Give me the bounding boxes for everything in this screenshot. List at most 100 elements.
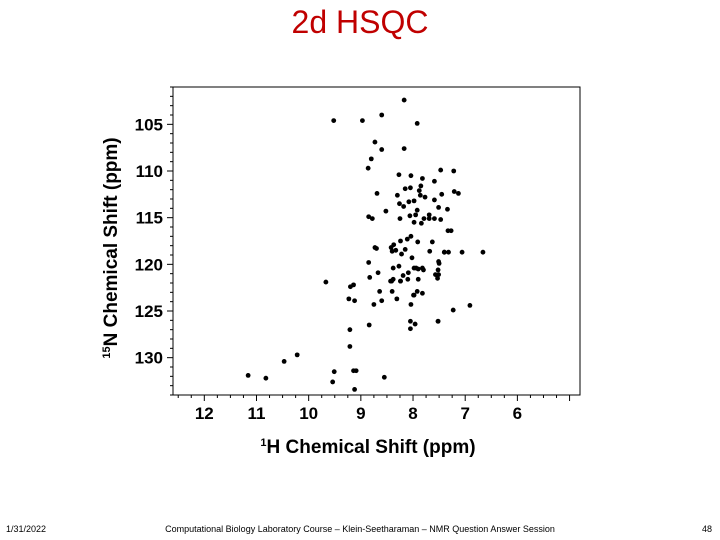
peak-point	[411, 292, 417, 298]
peak-point	[436, 261, 442, 266]
plot-frame	[172, 86, 581, 396]
peak-point	[407, 213, 413, 219]
x-tick-label: 7	[460, 404, 469, 423]
peak-point	[388, 245, 394, 250]
y-tick-label: 125	[135, 302, 163, 321]
peak-point	[330, 379, 336, 385]
data-points	[245, 97, 486, 392]
peak-point	[422, 194, 428, 200]
peak-point	[426, 216, 432, 222]
peak-point	[432, 197, 437, 203]
x-tick-label: 8	[408, 404, 417, 423]
peak-point	[441, 249, 447, 255]
peak-point	[415, 266, 421, 272]
y-axis-label: 15N Chemical Shift (ppm)	[101, 137, 122, 358]
peak-point	[467, 303, 473, 308]
peak-point	[426, 212, 432, 218]
y-axis-label-text: N Chemical Shift (ppm)	[101, 137, 122, 346]
peak-point	[411, 265, 417, 271]
page-number: 48	[701, 524, 712, 534]
peak-point	[369, 216, 375, 222]
peak-point	[433, 272, 438, 277]
peak-point	[417, 192, 423, 198]
y-tick-label: 115	[136, 209, 163, 228]
y-tick-label: 130	[135, 349, 163, 368]
x-axis-label-text: H Chemical Shift (ppm)	[267, 437, 476, 458]
peak-point	[352, 298, 357, 304]
peak-point	[372, 139, 378, 145]
peak-point	[408, 233, 414, 239]
peak-point	[379, 112, 385, 118]
peak-point	[408, 326, 413, 332]
minor-ticks	[167, 86, 571, 401]
peak-point	[366, 260, 372, 265]
peak-point	[445, 206, 450, 212]
x-axis-label-superscript: 1	[260, 437, 266, 449]
peak-point	[402, 186, 408, 192]
x-tick-label: 11	[247, 404, 265, 423]
peak-point	[427, 248, 433, 254]
peak-point	[366, 322, 372, 328]
y-tick-label: 105	[135, 115, 163, 134]
peak-point	[401, 146, 407, 152]
y-axis-label-superscript: 15	[101, 346, 113, 358]
y-axis-tick-labels: 105 110 115 120 125 130	[135, 115, 163, 367]
peak-point	[323, 279, 329, 285]
peak-point	[379, 298, 385, 304]
peak-point	[348, 284, 353, 290]
peak-point	[418, 220, 424, 226]
peak-point	[394, 192, 400, 198]
peak-point	[413, 212, 419, 218]
peak-point	[360, 118, 365, 123]
peak-point	[374, 246, 379, 251]
peak-point	[405, 270, 411, 276]
peak-point	[408, 302, 414, 307]
slide-title: 2d HSQC	[291, 4, 429, 40]
peak-point	[420, 176, 425, 181]
peak-point	[435, 275, 440, 281]
y-tick-label: 110	[136, 162, 163, 181]
peak-point	[351, 368, 356, 374]
x-tick-label: 10	[299, 404, 318, 423]
x-tick-label: 6	[513, 404, 522, 423]
peak-point	[402, 247, 408, 252]
peak-point	[401, 204, 407, 209]
peak-point	[438, 217, 444, 222]
peak-point	[415, 276, 421, 282]
peak-point	[375, 270, 381, 276]
peak-point	[439, 191, 445, 197]
peak-point	[435, 318, 441, 324]
peak-point	[389, 248, 395, 254]
peak-point	[281, 359, 287, 364]
peak-point	[365, 165, 371, 171]
peak-point	[396, 263, 402, 269]
peak-point	[408, 173, 414, 179]
peak-point	[436, 205, 441, 210]
peak-point	[480, 249, 486, 255]
peak-point	[418, 183, 424, 189]
peak-point	[367, 275, 373, 280]
peak-point	[399, 251, 404, 257]
peak-point	[404, 236, 410, 242]
peak-point	[421, 267, 426, 273]
peak-point	[409, 255, 415, 261]
peak-point	[389, 289, 395, 294]
peak-point	[408, 185, 413, 191]
peak-point	[411, 198, 417, 204]
peak-point	[397, 216, 403, 222]
peak-point	[408, 318, 413, 324]
peak-point	[368, 156, 374, 162]
peak-point	[347, 344, 353, 349]
peak-point	[374, 191, 380, 196]
peak-point	[347, 327, 353, 333]
peak-point	[420, 290, 425, 296]
peak-point	[456, 191, 461, 196]
peak-point	[438, 167, 444, 173]
peak-point	[416, 188, 422, 194]
peak-point	[394, 296, 400, 302]
peak-point	[432, 216, 437, 222]
peak-point	[398, 238, 403, 244]
peak-point	[263, 375, 269, 381]
peak-point	[414, 289, 420, 294]
